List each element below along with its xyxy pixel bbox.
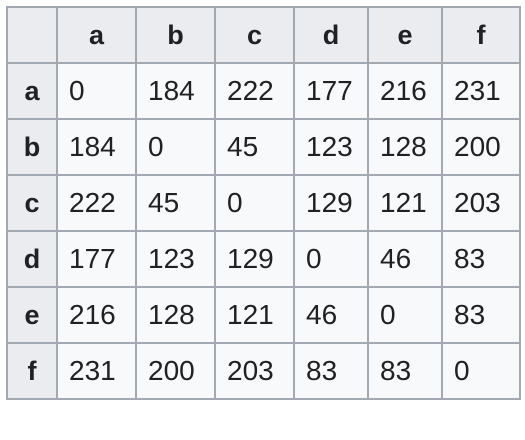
table-cell: 83	[441, 286, 521, 344]
column-header: e	[367, 6, 443, 64]
table-cell: 177	[56, 230, 137, 288]
column-header: a	[56, 6, 137, 64]
table-cell: 128	[135, 286, 216, 344]
table-row: b 184 0 45 123 128 200	[6, 118, 521, 176]
table-cell: 0	[214, 174, 295, 232]
row-header: b	[6, 118, 58, 176]
row-header: d	[6, 230, 58, 288]
table-cell: 222	[214, 62, 295, 120]
table-cell: 45	[135, 174, 216, 232]
table-row: c 222 45 0 129 121 203	[6, 174, 521, 232]
distance-matrix-table: a b c d e f a 0 184 222 177 216 231 b 18…	[6, 6, 521, 400]
table-cell: 231	[56, 342, 137, 400]
table-cell: 0	[293, 230, 369, 288]
table-cell: 200	[135, 342, 216, 400]
table-cell: 184	[135, 62, 216, 120]
row-header: f	[6, 342, 58, 400]
table-cell: 83	[293, 342, 369, 400]
table-cell: 200	[441, 118, 521, 176]
table-cell: 123	[135, 230, 216, 288]
table-cell: 0	[56, 62, 137, 120]
row-header: e	[6, 286, 58, 344]
column-header: d	[293, 6, 369, 64]
table-cell: 46	[367, 230, 443, 288]
table-cell: 129	[293, 174, 369, 232]
column-header: f	[441, 6, 521, 64]
table-cell: 184	[56, 118, 137, 176]
table-cell: 216	[367, 62, 443, 120]
table-cell: 129	[214, 230, 295, 288]
table-cell: 203	[214, 342, 295, 400]
corner-cell	[6, 6, 58, 64]
header-row: a b c d e f	[6, 6, 521, 64]
table-cell: 177	[293, 62, 369, 120]
table-cell: 128	[367, 118, 443, 176]
table-cell: 83	[367, 342, 443, 400]
table-cell: 123	[293, 118, 369, 176]
row-header: a	[6, 62, 58, 120]
table-cell: 216	[56, 286, 137, 344]
table-cell: 83	[441, 230, 521, 288]
table-row: a 0 184 222 177 216 231	[6, 62, 521, 120]
table-cell: 46	[293, 286, 369, 344]
column-header: b	[135, 6, 216, 64]
table-cell: 121	[214, 286, 295, 344]
table-cell: 0	[367, 286, 443, 344]
table-cell: 222	[56, 174, 137, 232]
table-row: d 177 123 129 0 46 83	[6, 230, 521, 288]
column-header: c	[214, 6, 295, 64]
table-cell: 45	[214, 118, 295, 176]
table-row: e 216 128 121 46 0 83	[6, 286, 521, 344]
row-header: c	[6, 174, 58, 232]
table-cell: 0	[441, 342, 521, 400]
table-cell: 0	[135, 118, 216, 176]
table-cell: 121	[367, 174, 443, 232]
table-cell: 203	[441, 174, 521, 232]
table-row: f 231 200 203 83 83 0	[6, 342, 521, 400]
table-cell: 231	[441, 62, 521, 120]
